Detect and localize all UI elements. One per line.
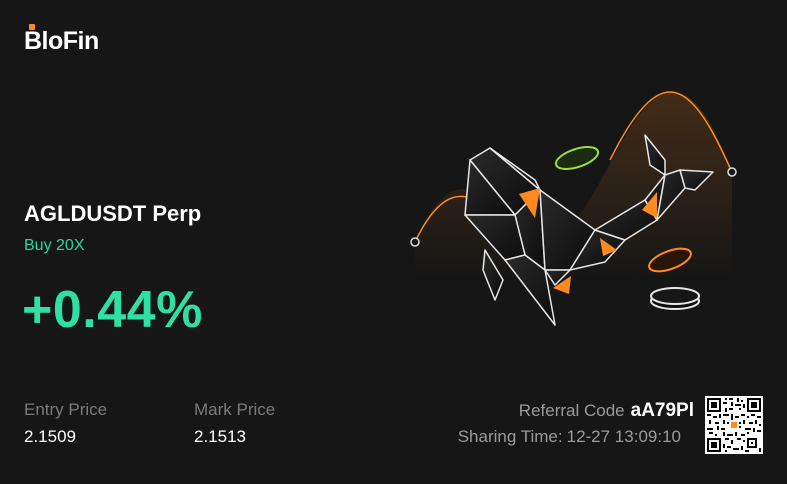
sharing-time-row: Sharing Time: 12-27 13:09:10 xyxy=(458,427,681,447)
sharing-time-label: Sharing Time: xyxy=(457,427,563,446)
sharing-time-value: 12-27 13:09:10 xyxy=(566,427,681,446)
referral-code: aA79Pl xyxy=(630,400,694,421)
side-leverage: Buy 20X xyxy=(24,237,85,254)
qr-code-icon[interactable] xyxy=(705,396,763,454)
whale-illustration-icon xyxy=(410,91,737,326)
logo-accent-icon xyxy=(29,24,35,30)
mark-price-value: 2.1513 xyxy=(194,427,246,446)
referral-row: Referral Code aA79Pl xyxy=(519,400,694,423)
entry-price-value: 2.1509 xyxy=(24,427,76,446)
mark-price-label: Mark Price xyxy=(194,400,276,419)
pnl-percent: +0.44% xyxy=(22,281,203,339)
referral-label: Referral Code xyxy=(518,401,625,420)
trading-pair: AGLDUSDT Perp xyxy=(24,201,202,226)
brand-logo: BloFin xyxy=(24,24,99,56)
brand-logo-text: BloFin xyxy=(24,27,99,55)
entry-price-label: Entry Price xyxy=(24,400,108,419)
